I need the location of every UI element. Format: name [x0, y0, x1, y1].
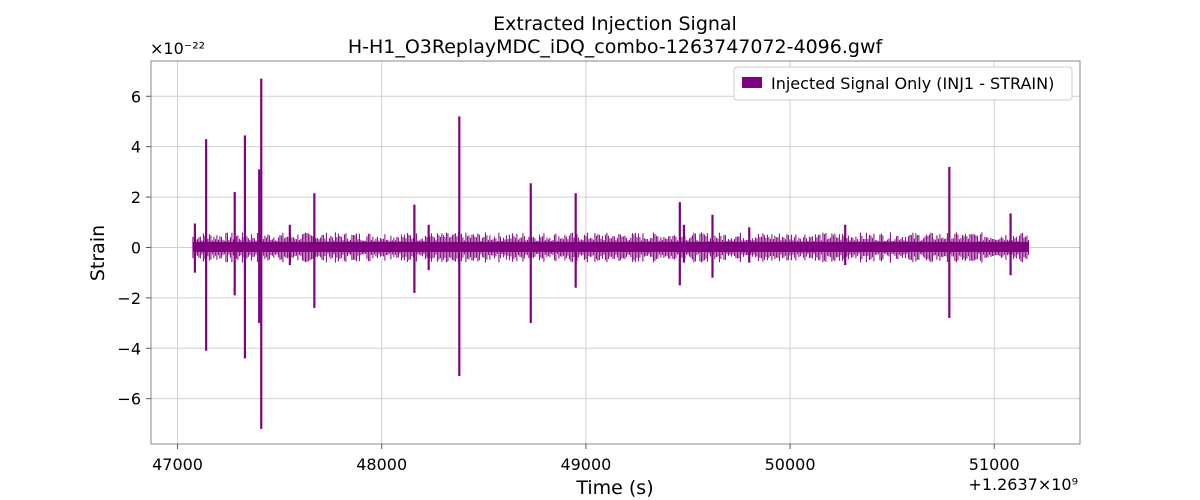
y-tick-label: 6 — [131, 87, 141, 106]
y-scale-label: ×10⁻²² — [150, 39, 205, 58]
chart-title: Extracted Injection Signal — [493, 13, 737, 35]
legend-box — [733, 66, 1073, 101]
plot-frame — [150, 60, 1081, 445]
signal-trace — [192, 232, 1029, 263]
y-tick-label: 4 — [131, 138, 141, 157]
x-axis-label: Time (s) — [575, 477, 653, 499]
legend-swatch — [742, 77, 762, 88]
y-tick-label: −6 — [117, 390, 141, 409]
chart-subtitle: H-H1_O3ReplayMDC_iDQ_combo-1263747072-40… — [348, 36, 884, 58]
x-tick-label: 51000 — [969, 455, 1020, 474]
x-tick-label: 50000 — [765, 455, 816, 474]
series-injected-signal — [192, 78, 1029, 429]
y-tick-label: 0 — [131, 238, 141, 257]
x-tick-label: 47000 — [152, 455, 203, 474]
y-axis-label: Strain — [87, 225, 109, 281]
ticks: 47000 48000 49000 50000 51000 −6 −4 −2 0 2 4 6 — [117, 87, 1019, 474]
x-tick-label: 49000 — [560, 455, 611, 474]
legend: Injected Signal Only (INJ1 - STRAIN) — [733, 66, 1073, 101]
legend-label: Injected Signal Only (INJ1 - STRAIN) — [771, 74, 1054, 93]
x-tick-label: 48000 — [356, 455, 407, 474]
x-offset-label: +1.2637×10⁹ — [968, 475, 1078, 494]
y-tick-label: −2 — [117, 289, 141, 308]
y-tick-label: 2 — [131, 188, 141, 207]
y-tick-label: −4 — [117, 339, 141, 358]
